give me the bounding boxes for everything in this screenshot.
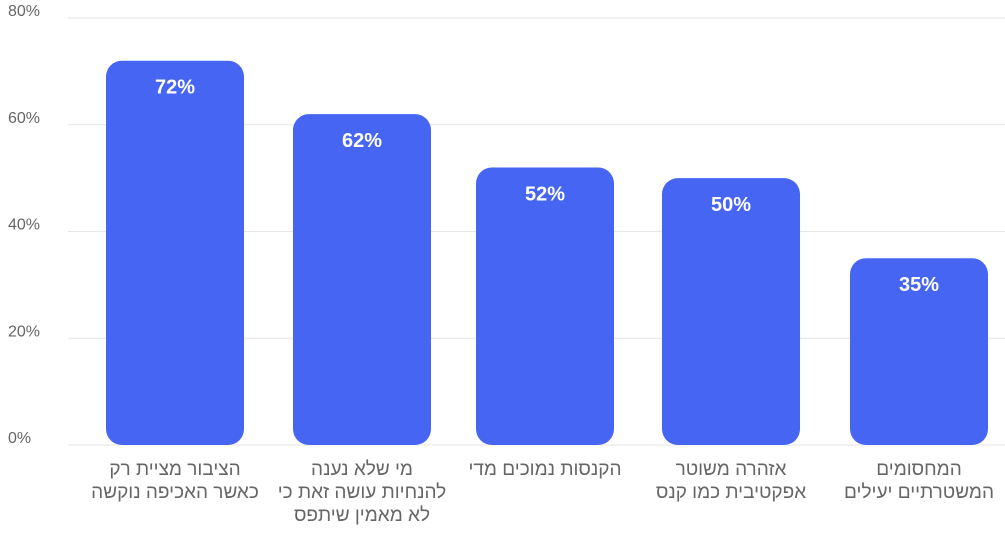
x-category-label: אזהרה משוטר אפקטיבית כמו קנס	[655, 459, 807, 503]
y-tick-label: 0%	[8, 430, 31, 447]
bar	[293, 114, 431, 445]
y-tick-label: 40%	[8, 217, 40, 234]
bar-data-label: 72%	[155, 77, 195, 99]
bar-data-label: 35%	[899, 274, 939, 296]
bar	[662, 178, 800, 445]
x-category-label: מי שלא נענה להנחיות עושה זאת כי לא מאמין…	[277, 459, 447, 526]
x-category-label: הקנסות נמוכים מדי	[468, 459, 622, 480]
y-tick-label: 80%	[8, 3, 40, 20]
bar-data-label: 52%	[525, 183, 565, 205]
x-category-label: המחסומים המשטרתיים יעילים	[844, 459, 994, 503]
bar-data-label: 62%	[342, 130, 382, 152]
bar-data-label: 50%	[711, 194, 751, 216]
bar	[850, 258, 988, 445]
bar	[106, 60, 244, 445]
y-tick-label: 60%	[8, 110, 40, 127]
x-category-label: הציבור מציית רק כאשר האכיפה נוקשה	[91, 459, 259, 503]
bar	[476, 167, 614, 445]
y-tick-label: 20%	[8, 323, 40, 340]
